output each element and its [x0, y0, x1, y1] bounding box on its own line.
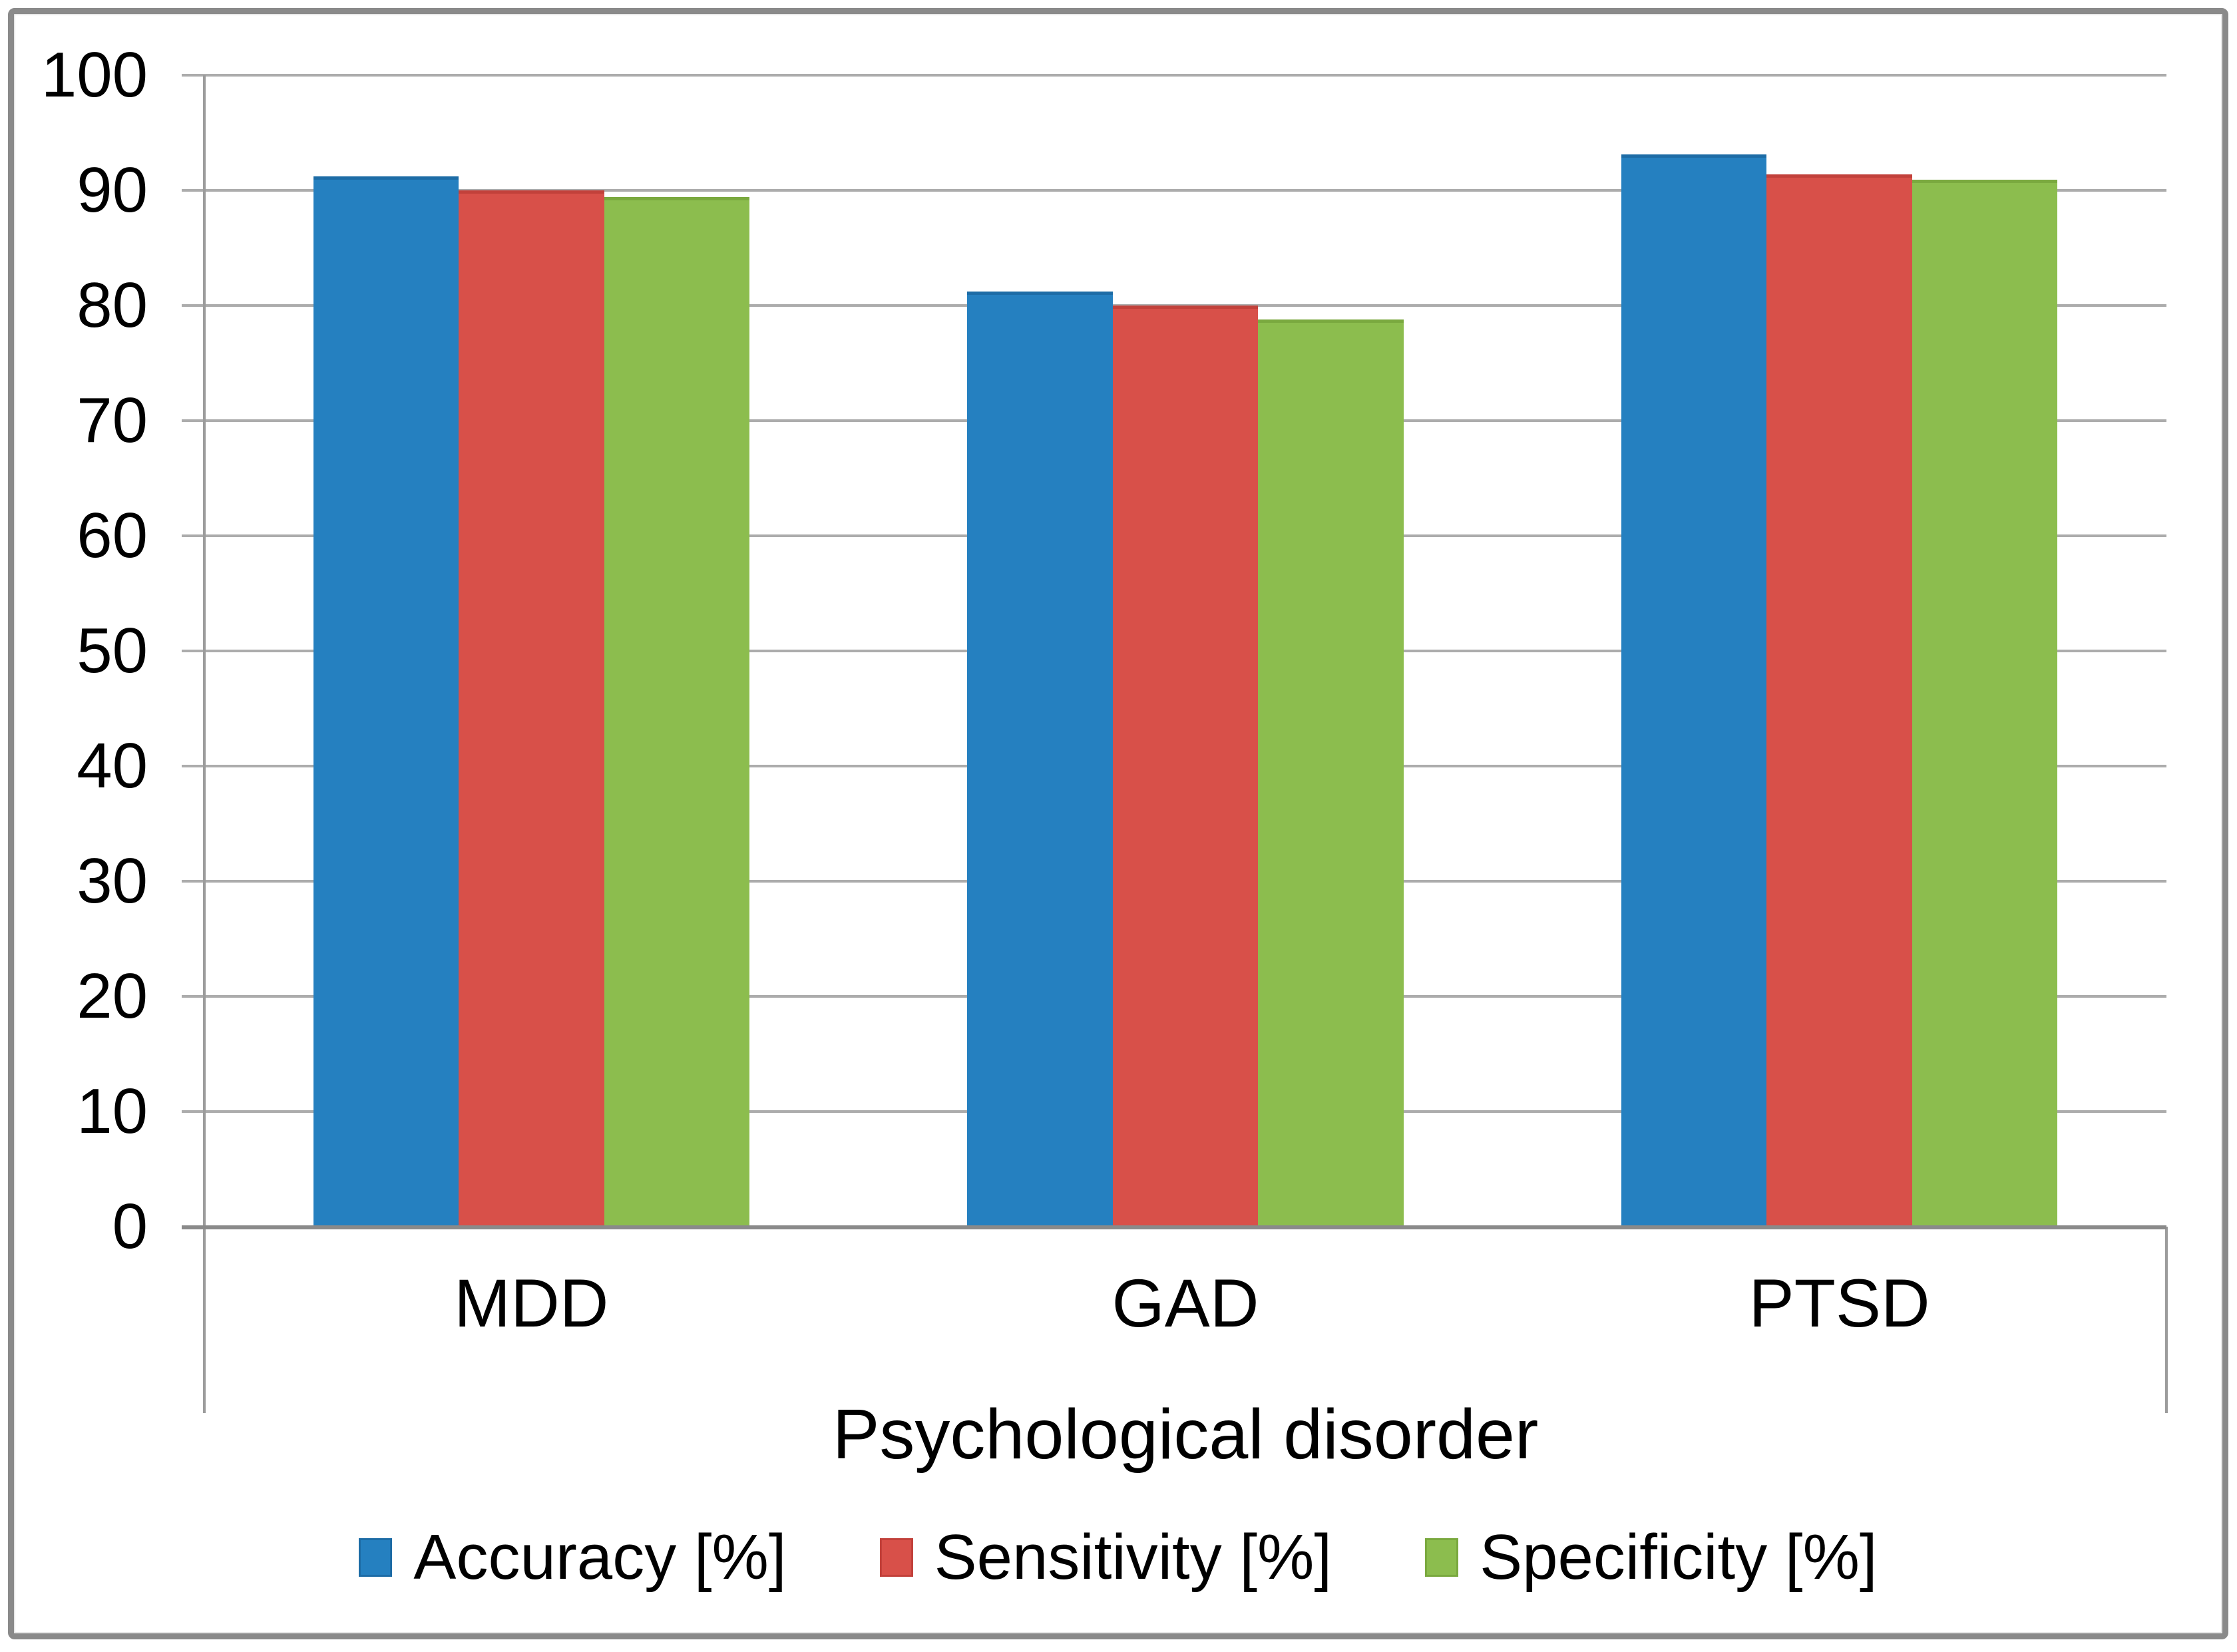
- category-label: GAD: [1112, 1265, 1259, 1341]
- y-axis-tick-label: 30: [77, 845, 148, 917]
- legend-swatch-icon: [1425, 1538, 1459, 1577]
- category-label: MDD: [454, 1265, 609, 1341]
- legend: Accuracy [%] Sensitivity [%] Specificity […: [27, 1518, 2210, 1597]
- y-axis-tick-label: 80: [77, 270, 148, 341]
- legend-label: Accuracy [%]: [413, 1522, 787, 1593]
- gridline: [182, 74, 2166, 77]
- y-axis-tick-label: 90: [77, 154, 148, 226]
- y-axis-tick-label: 20: [77, 960, 148, 1032]
- bar-mdd-1: [459, 190, 604, 1227]
- x-axis-line: [182, 1225, 2166, 1229]
- bar-mdd-2: [604, 197, 749, 1227]
- bar-gad-1: [1112, 306, 1259, 1227]
- x-axis-title: Psychological disorder: [832, 1395, 1539, 1474]
- legend-item: Accuracy [%]: [359, 1521, 787, 1594]
- legend-label: Sensitivity [%]: [934, 1522, 1332, 1593]
- bar-gad-2: [1258, 319, 1404, 1227]
- y-axis-tick-label: 100: [41, 39, 148, 110]
- y-axis-tick-label: 70: [77, 385, 148, 456]
- y-axis-tick-label: 40: [77, 730, 148, 801]
- y-axis-line: [203, 75, 206, 1413]
- y-axis-tick-label: 50: [77, 615, 148, 686]
- gridline: [182, 189, 2166, 192]
- legend-item: Sensitivity [%]: [879, 1521, 1332, 1594]
- bar-gad-0: [967, 292, 1113, 1227]
- legend-swatch-icon: [359, 1538, 393, 1577]
- plot-right-boundary-tick: [2165, 1227, 2168, 1413]
- legend-item: Specificity [%]: [1425, 1521, 1878, 1594]
- bar-ptsd-2: [1912, 180, 2058, 1227]
- legend-label: Specificity [%]: [1480, 1522, 1878, 1593]
- y-axis-tick-label: 0: [112, 1191, 148, 1262]
- chart-frame-border: [8, 8, 2228, 1639]
- bar-mdd-0: [313, 176, 459, 1227]
- y-axis-tick-label: 60: [77, 500, 148, 571]
- category-label: PTSD: [1748, 1265, 1930, 1341]
- bar-ptsd-1: [1766, 174, 1912, 1227]
- y-axis-tick-label: 10: [77, 1076, 148, 1147]
- legend-swatch-icon: [879, 1538, 913, 1577]
- bar-ptsd-0: [1621, 154, 1767, 1227]
